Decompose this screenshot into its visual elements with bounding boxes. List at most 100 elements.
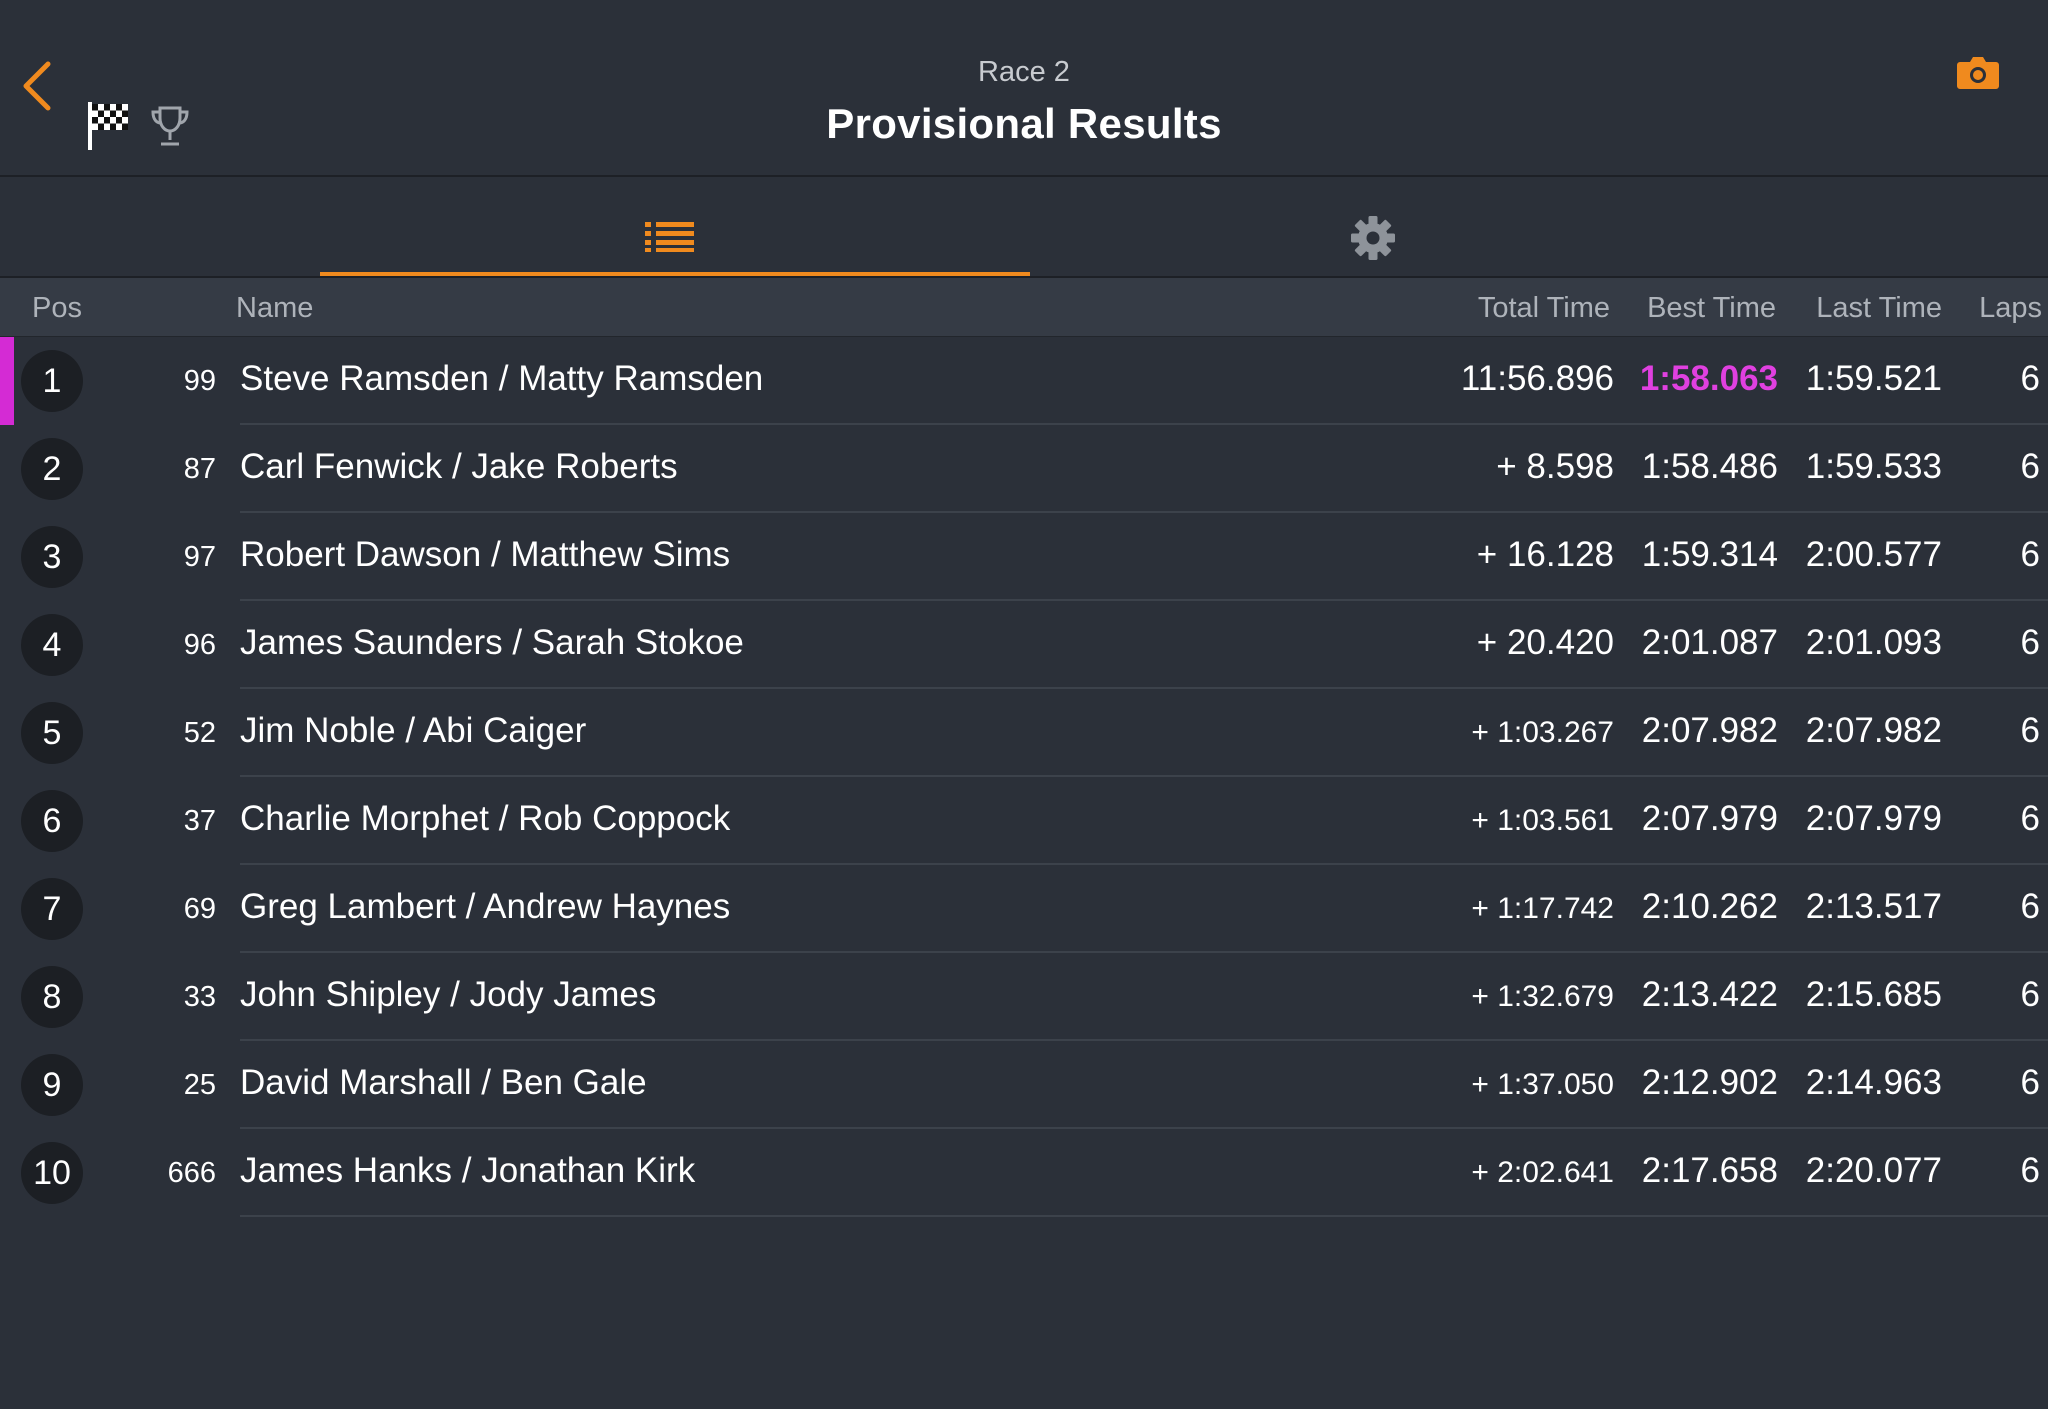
driver-names: James Hanks / Jonathan Kirk bbox=[240, 1151, 696, 1190]
driver-names: Charlie Morphet / Rob Coppock bbox=[240, 799, 731, 838]
header: Race 2 Provisional Results bbox=[0, 0, 2048, 177]
chevron-left-icon bbox=[23, 61, 51, 111]
total-time: 11:56.896 bbox=[1460, 359, 1614, 398]
last-time: 2:20.077 bbox=[1805, 1151, 1942, 1190]
tab-bar bbox=[0, 177, 2048, 278]
car-number: 87 bbox=[183, 453, 216, 485]
position-badge: 4 bbox=[21, 614, 83, 676]
best-time: 2:10.262 bbox=[1641, 887, 1778, 926]
total-time: + 8.598 bbox=[1496, 447, 1614, 486]
total-time: + 1:32.679 bbox=[1471, 980, 1614, 1013]
leader-indicator bbox=[0, 337, 14, 425]
position-badge: 5 bbox=[21, 702, 83, 764]
table-row[interactable]: 9 25 David Marshall / Ben Gale + 1:37.05… bbox=[0, 1041, 2048, 1129]
position-badge: 7 bbox=[21, 878, 83, 940]
total-time: + 1:03.561 bbox=[1471, 804, 1614, 837]
position-badge: 9 bbox=[21, 1054, 83, 1116]
table-row[interactable]: 4 96 James Saunders / Sarah Stokoe + 20.… bbox=[0, 601, 2048, 689]
table-row[interactable]: 8 33 John Shipley / Jody James + 1:32.67… bbox=[0, 953, 2048, 1041]
camera-button[interactable] bbox=[1956, 54, 2000, 90]
last-time: 2:15.685 bbox=[1805, 975, 1942, 1014]
table-row[interactable]: 5 52 Jim Noble / Abi Caiger + 1:03.267 2… bbox=[0, 689, 2048, 777]
laps-count: 6 bbox=[2020, 535, 2040, 574]
last-time: 2:14.963 bbox=[1805, 1063, 1942, 1102]
laps-count: 6 bbox=[2020, 887, 2040, 926]
table-row[interactable]: 6 37 Charlie Morphet / Rob Coppock + 1:0… bbox=[0, 777, 2048, 865]
col-laps-header[interactable]: Laps bbox=[1979, 292, 2042, 324]
driver-names: Greg Lambert / Andrew Haynes bbox=[240, 887, 731, 926]
col-last-time-header[interactable]: Last Time bbox=[1816, 292, 1942, 324]
driver-names: John Shipley / Jody James bbox=[240, 975, 657, 1014]
empty-area bbox=[0, 1217, 2048, 1409]
last-time: 2:07.979 bbox=[1805, 799, 1942, 838]
table-row[interactable]: 3 97 Robert Dawson / Matthew Sims + 16.1… bbox=[0, 513, 2048, 601]
car-number: 99 bbox=[183, 365, 216, 397]
total-time: + 1:03.267 bbox=[1471, 716, 1614, 749]
column-headers: Pos Name Total Time Best Time Last Time … bbox=[0, 278, 2048, 337]
car-number: 33 bbox=[183, 981, 216, 1013]
total-time: + 20.420 bbox=[1476, 623, 1614, 662]
last-time: 2:13.517 bbox=[1805, 887, 1942, 926]
laps-count: 6 bbox=[2020, 975, 2040, 1014]
camera-icon bbox=[1957, 57, 1999, 89]
list-icon bbox=[645, 222, 694, 252]
position-badge: 8 bbox=[21, 966, 83, 1028]
laps-count: 6 bbox=[2020, 1063, 2040, 1102]
laps-count: 6 bbox=[2020, 799, 2040, 838]
active-tab-indicator bbox=[320, 272, 1030, 276]
best-time: 2:07.979 bbox=[1641, 799, 1778, 838]
tab-settings[interactable] bbox=[1020, 177, 1730, 276]
car-number: 52 bbox=[183, 717, 216, 749]
best-time: 2:07.982 bbox=[1641, 711, 1778, 750]
driver-names: David Marshall / Ben Gale bbox=[240, 1063, 647, 1102]
driver-names: Robert Dawson / Matthew Sims bbox=[240, 535, 731, 574]
car-number: 97 bbox=[183, 541, 216, 573]
driver-names: Jim Noble / Abi Caiger bbox=[240, 711, 587, 750]
last-time: 2:01.093 bbox=[1805, 623, 1942, 662]
table-row[interactable]: 10 666 James Hanks / Jonathan Kirk + 2:0… bbox=[0, 1129, 2048, 1217]
table-row[interactable]: 2 87 Carl Fenwick / Jake Roberts + 8.598… bbox=[0, 425, 2048, 513]
col-total-time-header[interactable]: Total Time bbox=[1477, 292, 1610, 324]
driver-names: Steve Ramsden / Matty Ramsden bbox=[240, 359, 764, 398]
best-time: 1:58.063 bbox=[1639, 359, 1778, 398]
last-time: 1:59.521 bbox=[1805, 359, 1942, 398]
last-time: 2:00.577 bbox=[1805, 535, 1942, 574]
col-best-time-header[interactable]: Best Time bbox=[1647, 292, 1776, 324]
driver-names: Carl Fenwick / Jake Roberts bbox=[240, 447, 678, 486]
race-name: Race 2 bbox=[978, 56, 1070, 88]
total-time: + 1:17.742 bbox=[1471, 892, 1614, 925]
laps-count: 6 bbox=[2020, 447, 2040, 486]
best-time: 2:01.087 bbox=[1641, 623, 1778, 662]
laps-count: 6 bbox=[2020, 359, 2040, 398]
best-time: 2:13.422 bbox=[1641, 975, 1778, 1014]
last-time: 2:07.982 bbox=[1805, 711, 1942, 750]
best-time: 1:58.486 bbox=[1641, 447, 1778, 486]
position-badge: 2 bbox=[21, 438, 83, 500]
table-row[interactable]: 7 69 Greg Lambert / Andrew Haynes + 1:17… bbox=[0, 865, 2048, 953]
best-time: 2:12.902 bbox=[1641, 1063, 1778, 1102]
back-button[interactable] bbox=[14, 56, 64, 116]
laps-count: 6 bbox=[2020, 1151, 2040, 1190]
table-row[interactable]: 1 99 Steve Ramsden / Matty Ramsden 11:56… bbox=[0, 337, 2048, 425]
car-number: 37 bbox=[183, 805, 216, 837]
position-badge: 6 bbox=[21, 790, 83, 852]
col-pos-header[interactable]: Pos bbox=[32, 292, 82, 324]
col-name-header[interactable]: Name bbox=[236, 292, 314, 324]
tab-results-list[interactable] bbox=[320, 177, 1030, 276]
car-number: 666 bbox=[167, 1157, 216, 1189]
total-time: + 2:02.641 bbox=[1471, 1156, 1614, 1189]
last-time: 1:59.533 bbox=[1805, 447, 1942, 486]
car-number: 25 bbox=[183, 1069, 216, 1101]
car-number: 96 bbox=[183, 629, 216, 661]
car-number: 69 bbox=[183, 893, 216, 925]
results-table: 1 99 Steve Ramsden / Matty Ramsden 11:56… bbox=[0, 337, 2048, 1217]
trophy-icon[interactable] bbox=[150, 104, 190, 148]
checkered-flag-icon[interactable] bbox=[86, 100, 132, 152]
best-time: 2:17.658 bbox=[1641, 1151, 1778, 1190]
position-badge: 10 bbox=[21, 1142, 83, 1204]
position-badge: 3 bbox=[21, 526, 83, 588]
gear-icon bbox=[1351, 216, 1395, 260]
laps-count: 6 bbox=[2020, 711, 2040, 750]
page-title: Provisional Results bbox=[826, 100, 1222, 147]
driver-names: James Saunders / Sarah Stokoe bbox=[240, 623, 744, 662]
